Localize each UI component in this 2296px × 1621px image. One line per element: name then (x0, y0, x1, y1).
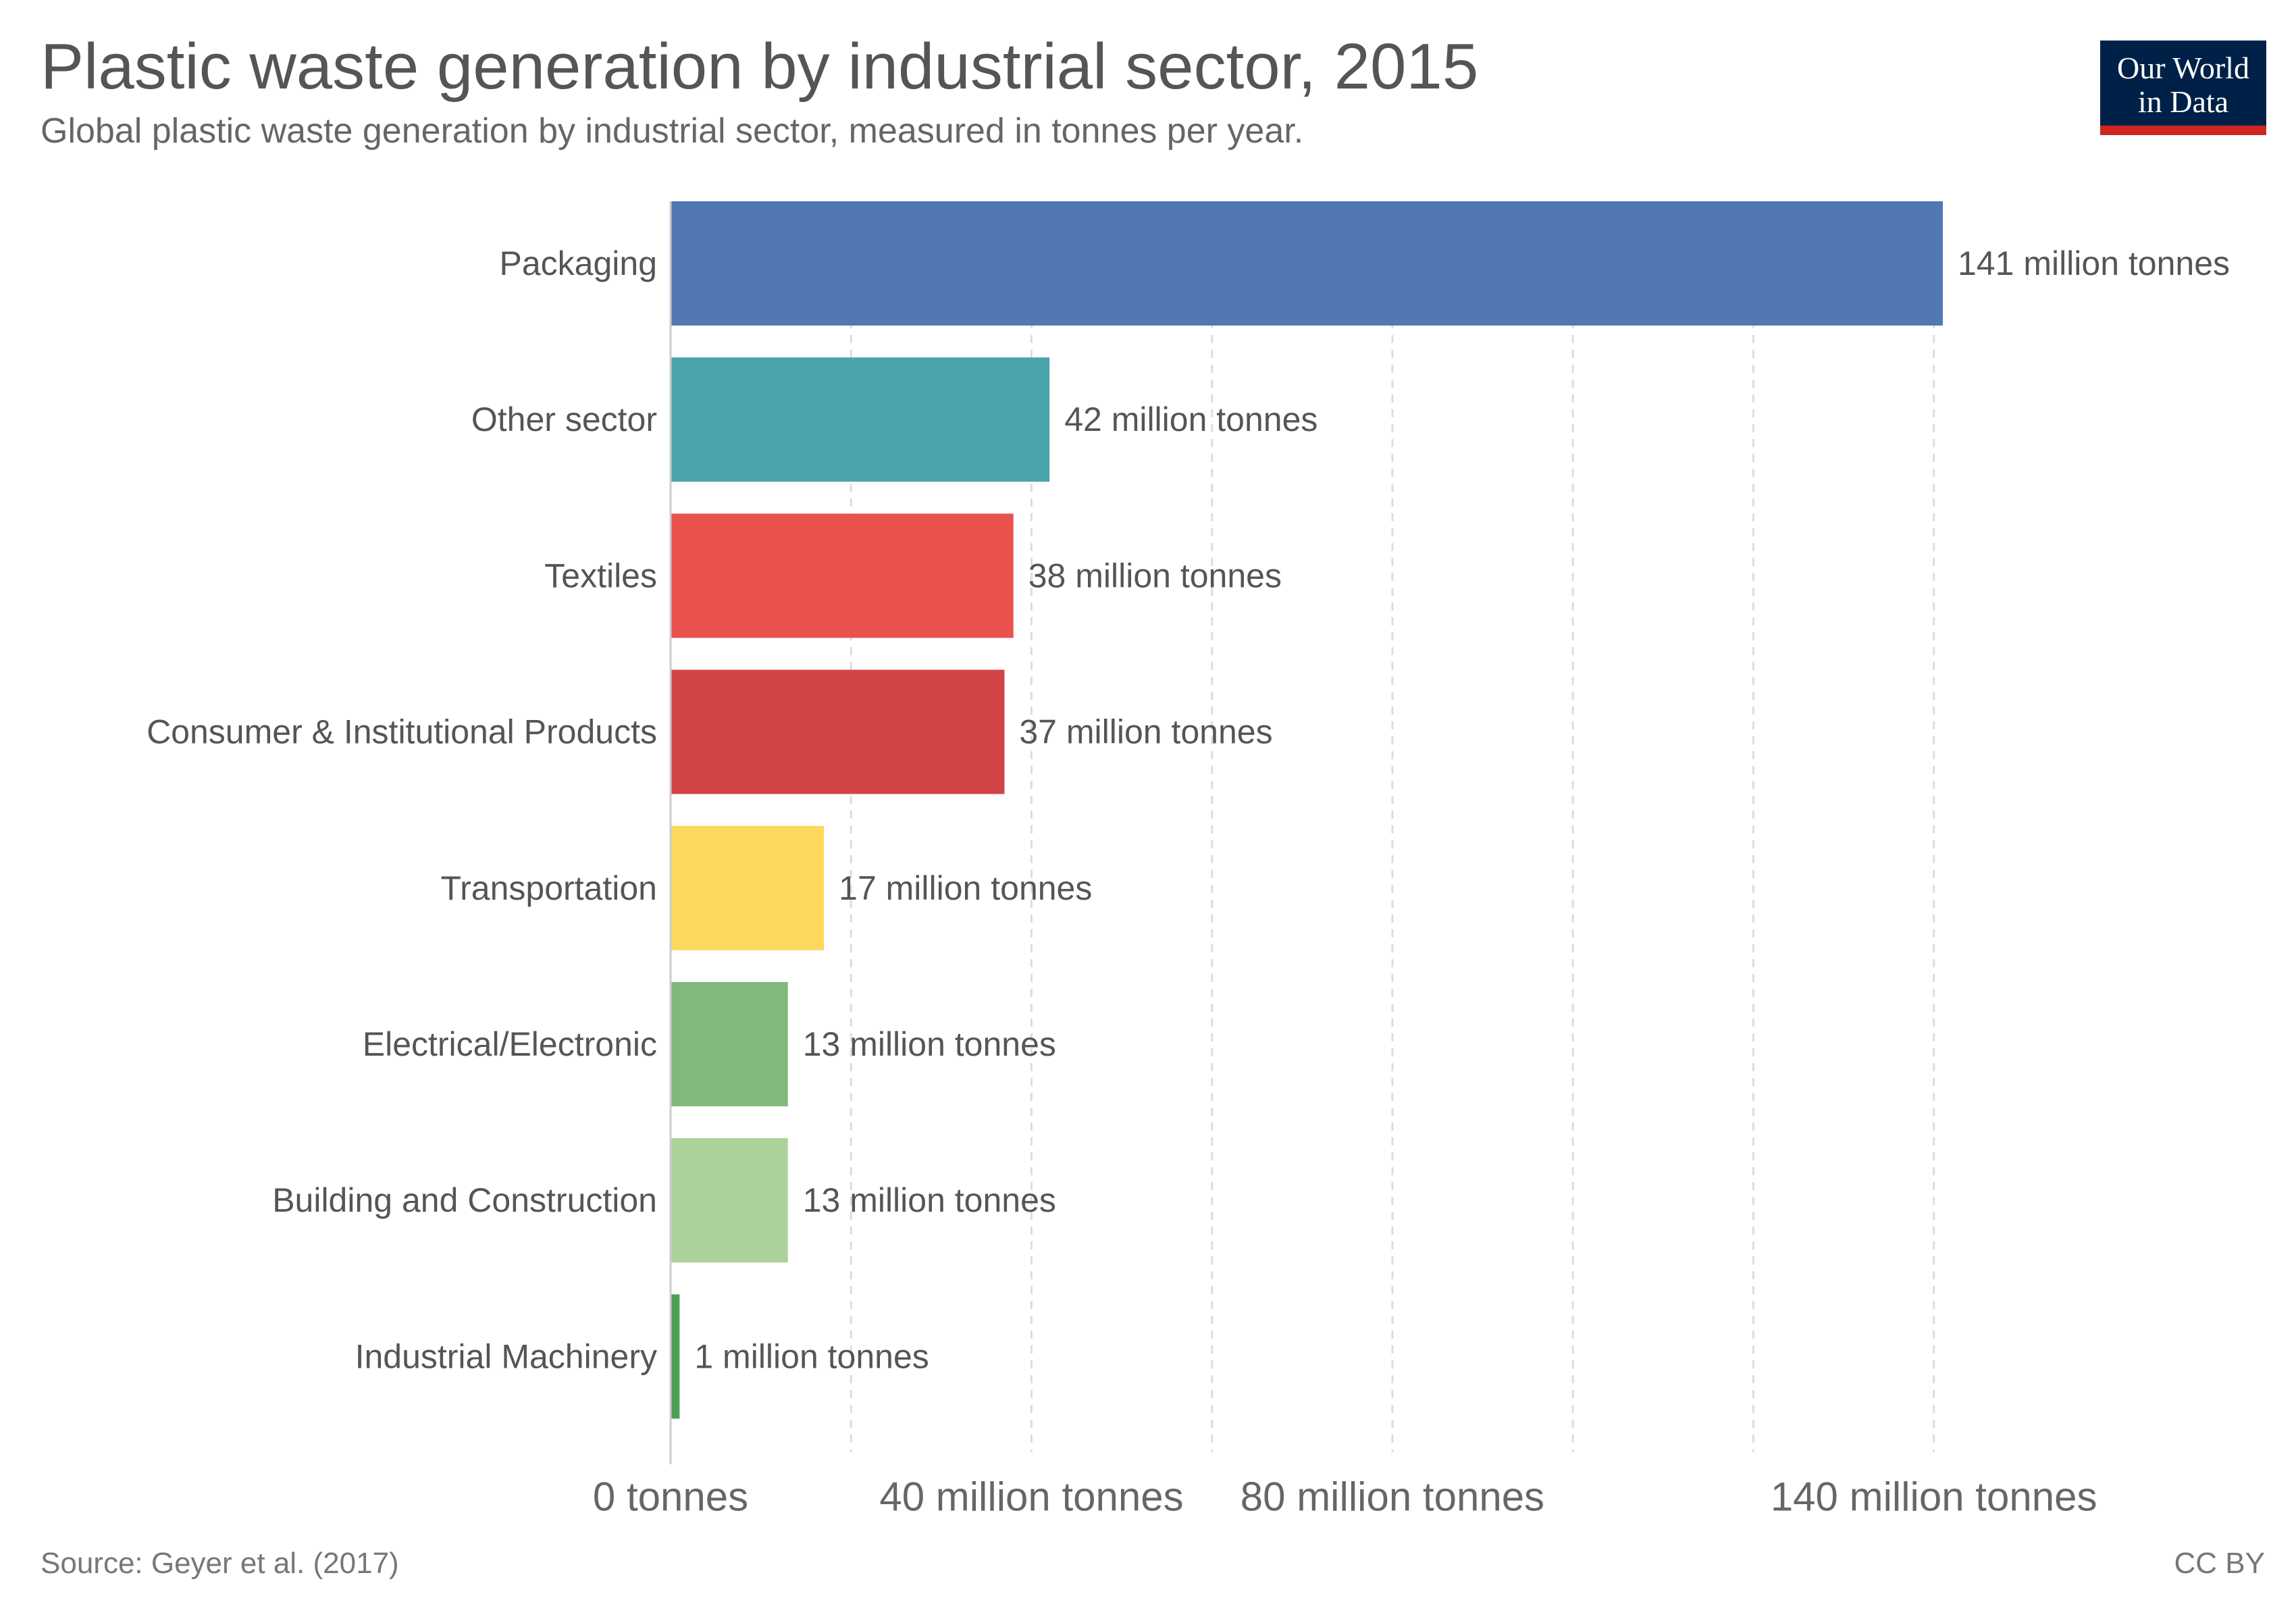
category-label: Transportation (440, 869, 657, 907)
bar-transportation (671, 825, 825, 950)
value-label: 37 million tonnes (1019, 713, 1272, 751)
x-tick-label: 0 tonnes (593, 1474, 748, 1520)
label-layer: Packaging 141 million tonnes Other sector 4… (147, 245, 2230, 1375)
value-label: 141 million tonnes (1958, 245, 2230, 282)
bar-electrical-electronic (671, 982, 788, 1106)
bar-other-sector (671, 357, 1050, 482)
value-label: 17 million tonnes (839, 869, 1092, 907)
axis-layer: 0 tonnes 40 million tonnes 80 million tonn… (593, 201, 2097, 1520)
grid-layer (850, 201, 1935, 1452)
our-world-in-data-logo[interactable]: Our World in Data (2100, 41, 2266, 135)
logo-text-line-2: in Data (2137, 84, 2229, 119)
chart-title: Plastic waste generation by industrial s… (41, 30, 1479, 103)
source-note: Source: Geyer et al. (2017) (41, 1547, 399, 1580)
value-label: 13 million tonnes (803, 1025, 1056, 1063)
category-label: Building and Construction (272, 1181, 657, 1219)
bar-consumer-institutional-products (671, 669, 1005, 794)
value-label: 38 million tonnes (1028, 557, 1282, 594)
category-label: Other sector (471, 401, 657, 438)
category-label: Electrical/Electronic (363, 1025, 657, 1063)
license-link[interactable]: CC BY (2174, 1547, 2265, 1580)
x-tick-label: 80 million tonnes (1241, 1474, 1544, 1520)
category-label: Industrial Machinery (355, 1337, 657, 1375)
logo-text-line-1: Our World (2116, 51, 2250, 85)
chart-subtitle: Global plastic waste generation by indus… (41, 111, 1304, 151)
x-tick-label: 140 million tonnes (1771, 1474, 2097, 1520)
bar-industrial-machinery (671, 1294, 680, 1419)
bar-building-and-construction (671, 1138, 788, 1263)
bar-packaging (671, 201, 1943, 326)
category-label: Packaging (500, 245, 658, 282)
category-label: Textiles (544, 557, 657, 594)
value-label: 1 million tonnes (694, 1337, 929, 1375)
bar-layer (671, 201, 1943, 1419)
x-tick-label: 40 million tonnes (879, 1474, 1183, 1520)
value-label: 42 million tonnes (1064, 401, 1317, 438)
bar-textiles (671, 513, 1014, 638)
value-label: 13 million tonnes (803, 1181, 1056, 1219)
category-label: Consumer & Institutional Products (147, 713, 657, 751)
logo-accent-bar (2100, 126, 2266, 135)
